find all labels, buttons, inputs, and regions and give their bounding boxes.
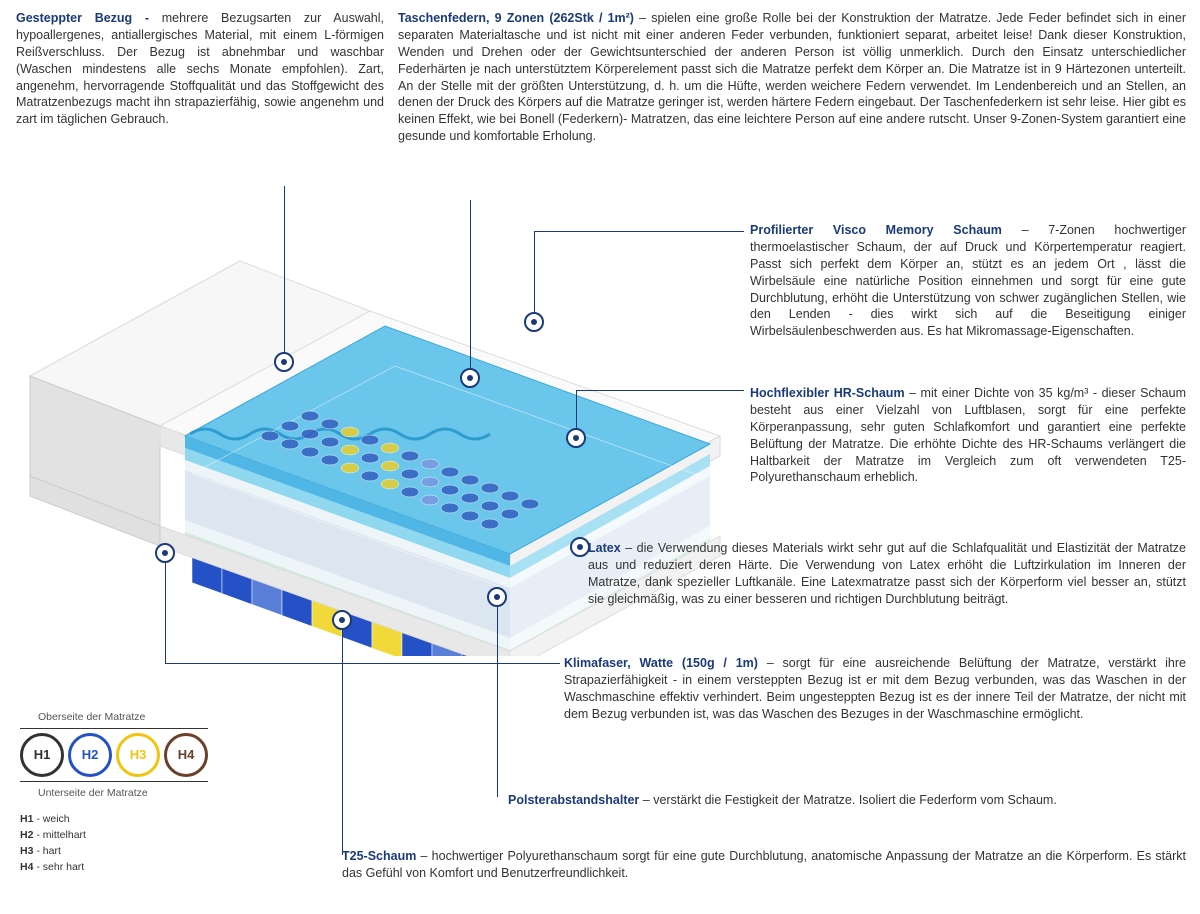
section-latex-title: Latex: [588, 541, 625, 555]
marker-hr-foam: [566, 428, 586, 448]
section-klimafaser-title: Klimafaser, Watte (150g / 1m): [564, 656, 767, 670]
legend-def-h1-val: - weich: [33, 813, 69, 825]
section-latex: Latex – die Verwendung dieses Materials …: [588, 540, 1186, 608]
section-polster-body: – verstärkt die Festigkeit der Matratze.…: [643, 793, 1057, 807]
section-polster-title: Polsterabstandshalter: [508, 793, 643, 807]
marker-polster: [487, 587, 507, 607]
legend-circle-h4: H4: [164, 733, 208, 777]
section-hr-foam-body: – mit einer Dichte von 35 kg/m³ - dieser…: [750, 386, 1186, 484]
marker-visco: [524, 312, 544, 332]
section-visco-body: – 7-Zonen hochwertiger thermoelastischer…: [750, 223, 1186, 338]
section-t25-title: T25-Schaum: [342, 849, 421, 863]
section-cover: Gesteppter Bezug - mehrere Bezugsarten z…: [16, 10, 384, 128]
legend-def-h4-key: H4: [20, 861, 33, 873]
section-visco-title: Profilierter Visco Memory Schaum: [750, 223, 1022, 237]
legend-def-h3-key: H3: [20, 845, 33, 857]
legend-def-h4-val: - sehr hart: [33, 861, 84, 873]
section-springs: Taschenfedern, 9 Zonen (262Stk / 1m²) – …: [398, 10, 1186, 145]
section-hr-foam-title: Hochflexibler HR-Schaum: [750, 386, 909, 400]
marker-t25: [332, 610, 352, 630]
section-hr-foam: Hochflexibler HR-Schaum – mit einer Dich…: [750, 385, 1186, 486]
section-cover-title: Gesteppter Bezug -: [16, 11, 162, 25]
section-visco: Profilierter Visco Memory Schaum – 7-Zon…: [750, 222, 1186, 340]
marker-springs: [460, 368, 480, 388]
section-springs-body: – spielen eine große Rolle bei der Konst…: [398, 11, 1186, 143]
legend-bottom-label: Unterseite der Matratze: [38, 786, 240, 800]
section-t25: T25-Schaum – hochwertiger Polyurethansch…: [342, 848, 1186, 882]
legend-circle-h3: H3: [116, 733, 160, 777]
legend-circle-h2: H2: [68, 733, 112, 777]
legend-def-h2-key: H2: [20, 829, 33, 841]
marker-klimafaser: [155, 543, 175, 563]
marker-latex: [570, 537, 590, 557]
legend-def-h1-key: H1: [20, 813, 33, 825]
legend-top-label: Oberseite der Matratze: [38, 710, 240, 724]
section-polster: Polsterabstandshalter – verstärkt die Fe…: [508, 792, 1186, 809]
legend-def-h2-val: - mittelhart: [33, 829, 86, 841]
section-klimafaser: Klimafaser, Watte (150g / 1m) – sorgt fü…: [564, 655, 1186, 723]
legend-definitions: H1 - weich H2 - mittelhart H3 - hart H4 …: [20, 812, 240, 875]
section-cover-body: mehrere Bezugsarten zur Auswahl, hypoall…: [16, 11, 384, 126]
section-t25-body: – hochwertiger Polyurethanschaum sorgt f…: [342, 849, 1186, 880]
legend-circles: H1 H2 H3 H4: [20, 733, 240, 777]
section-latex-body: – die Verwendung dieses Materials wirkt …: [588, 541, 1186, 606]
section-springs-title: Taschenfedern, 9 Zonen (262Stk / 1m²): [398, 11, 639, 25]
marker-cover: [274, 352, 294, 372]
legend-circle-h1: H1: [20, 733, 64, 777]
hardness-legend: Oberseite der Matratze H1 H2 H3 H4 Unter…: [20, 710, 240, 875]
legend-def-h3-val: - hart: [33, 845, 60, 857]
